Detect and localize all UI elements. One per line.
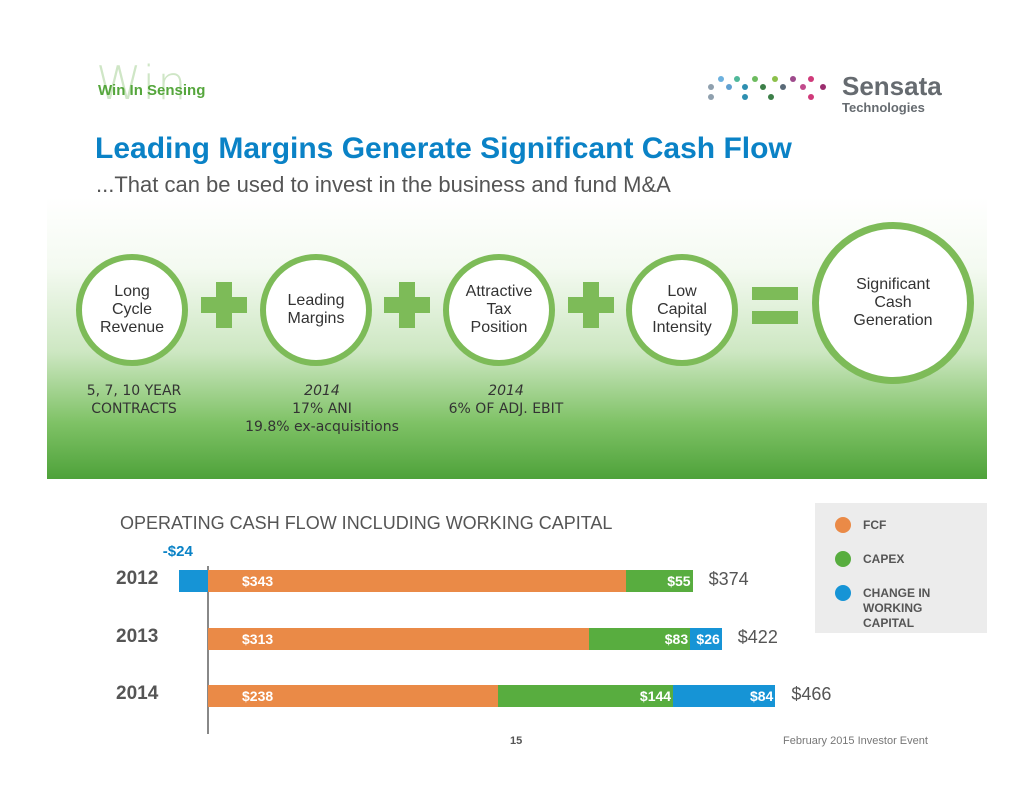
total-label-2012: $374 (708, 569, 749, 589)
bar-change-in-working-capital-2014 (673, 685, 776, 707)
circle-long-cycle-revenue: Long Cycle Revenue (76, 254, 188, 366)
bar-label-2014-2: $84 (749, 688, 774, 704)
bar-capex-2014 (497, 685, 674, 707)
total-label-2013: $422 (737, 627, 778, 647)
win-logo-small-text: Win In Sensing (98, 82, 206, 99)
footer-event: February 2015 Investor Event (783, 735, 928, 747)
bar-label-2012-2: -$24 (162, 543, 193, 560)
bar-capex-2013 (589, 628, 691, 650)
year-label-2012: 2012 (116, 568, 159, 589)
page-number: 15 (510, 735, 523, 747)
equals-icon (752, 287, 798, 325)
sensata-sub: Technologies (842, 100, 925, 115)
plus-icon (384, 282, 430, 328)
plus-icon (201, 282, 247, 328)
circle-low-capital-intensity: Low Capital Intensity (626, 254, 738, 366)
plus-icon (568, 282, 614, 328)
sensata-name: Sensata (842, 71, 942, 101)
circle-attractive-tax-position: Attractive Tax Position (443, 254, 555, 366)
bar-label-2012-0: $343 (242, 573, 274, 589)
chart-title: OPERATING CASH FLOW INCLUDING WORKING CA… (120, 513, 613, 533)
year-label-2013: 2013 (116, 626, 159, 647)
bar-label-2012-1: $55 (667, 573, 691, 589)
bar-fcf-2013 (208, 628, 590, 650)
bar-label-2013-2: $26 (696, 631, 720, 647)
year-label-2014: 2014 (116, 683, 159, 704)
note-tax: 2014 6% OF ADJ. EBIT (448, 383, 564, 417)
bar-change-in-working-capital-2013 (690, 628, 722, 650)
sensata-logo: Sensata Technologies (708, 71, 948, 118)
total-label-2014: $466 (791, 684, 832, 704)
legend-swatch-wc (835, 585, 851, 601)
chart-legend: FCF CAPEX CHANGE IN WORKING CAPITAL (815, 503, 987, 633)
bar-label-2013-0: $313 (242, 631, 274, 647)
bar-fcf-2014 (208, 685, 498, 707)
page-subtitle: ...That can be used to invest in the bus… (96, 172, 671, 197)
win-in-sensing-logo: Win Win In Sensing (96, 56, 206, 110)
legend-swatch-fcf (835, 517, 851, 533)
chart-zero-axis (207, 566, 209, 734)
circle-significant-cash-generation: Significant Cash Generation (812, 222, 974, 384)
bar-label-2013-1: $83 (664, 631, 689, 647)
bar-change-in-working-capital-2012 (178, 570, 208, 592)
bar-label-2014-0: $238 (242, 688, 274, 704)
bar-capex-2012 (625, 570, 693, 592)
legend-swatch-capex (835, 551, 851, 567)
bar-label-2014-1: $144 (639, 688, 672, 704)
note-ani: 2014 17% ANI 19.8% ex-acquisitions (245, 383, 399, 435)
win-logo-big-text: Win (96, 56, 189, 110)
page-title: Leading Margins Generate Significant Cas… (95, 132, 792, 165)
circle-leading-margins: Leading Margins (260, 254, 372, 366)
note-contracts: 5, 7, 10 YEAR CONTRACTS (86, 383, 182, 417)
bar-fcf-2012 (208, 570, 626, 592)
